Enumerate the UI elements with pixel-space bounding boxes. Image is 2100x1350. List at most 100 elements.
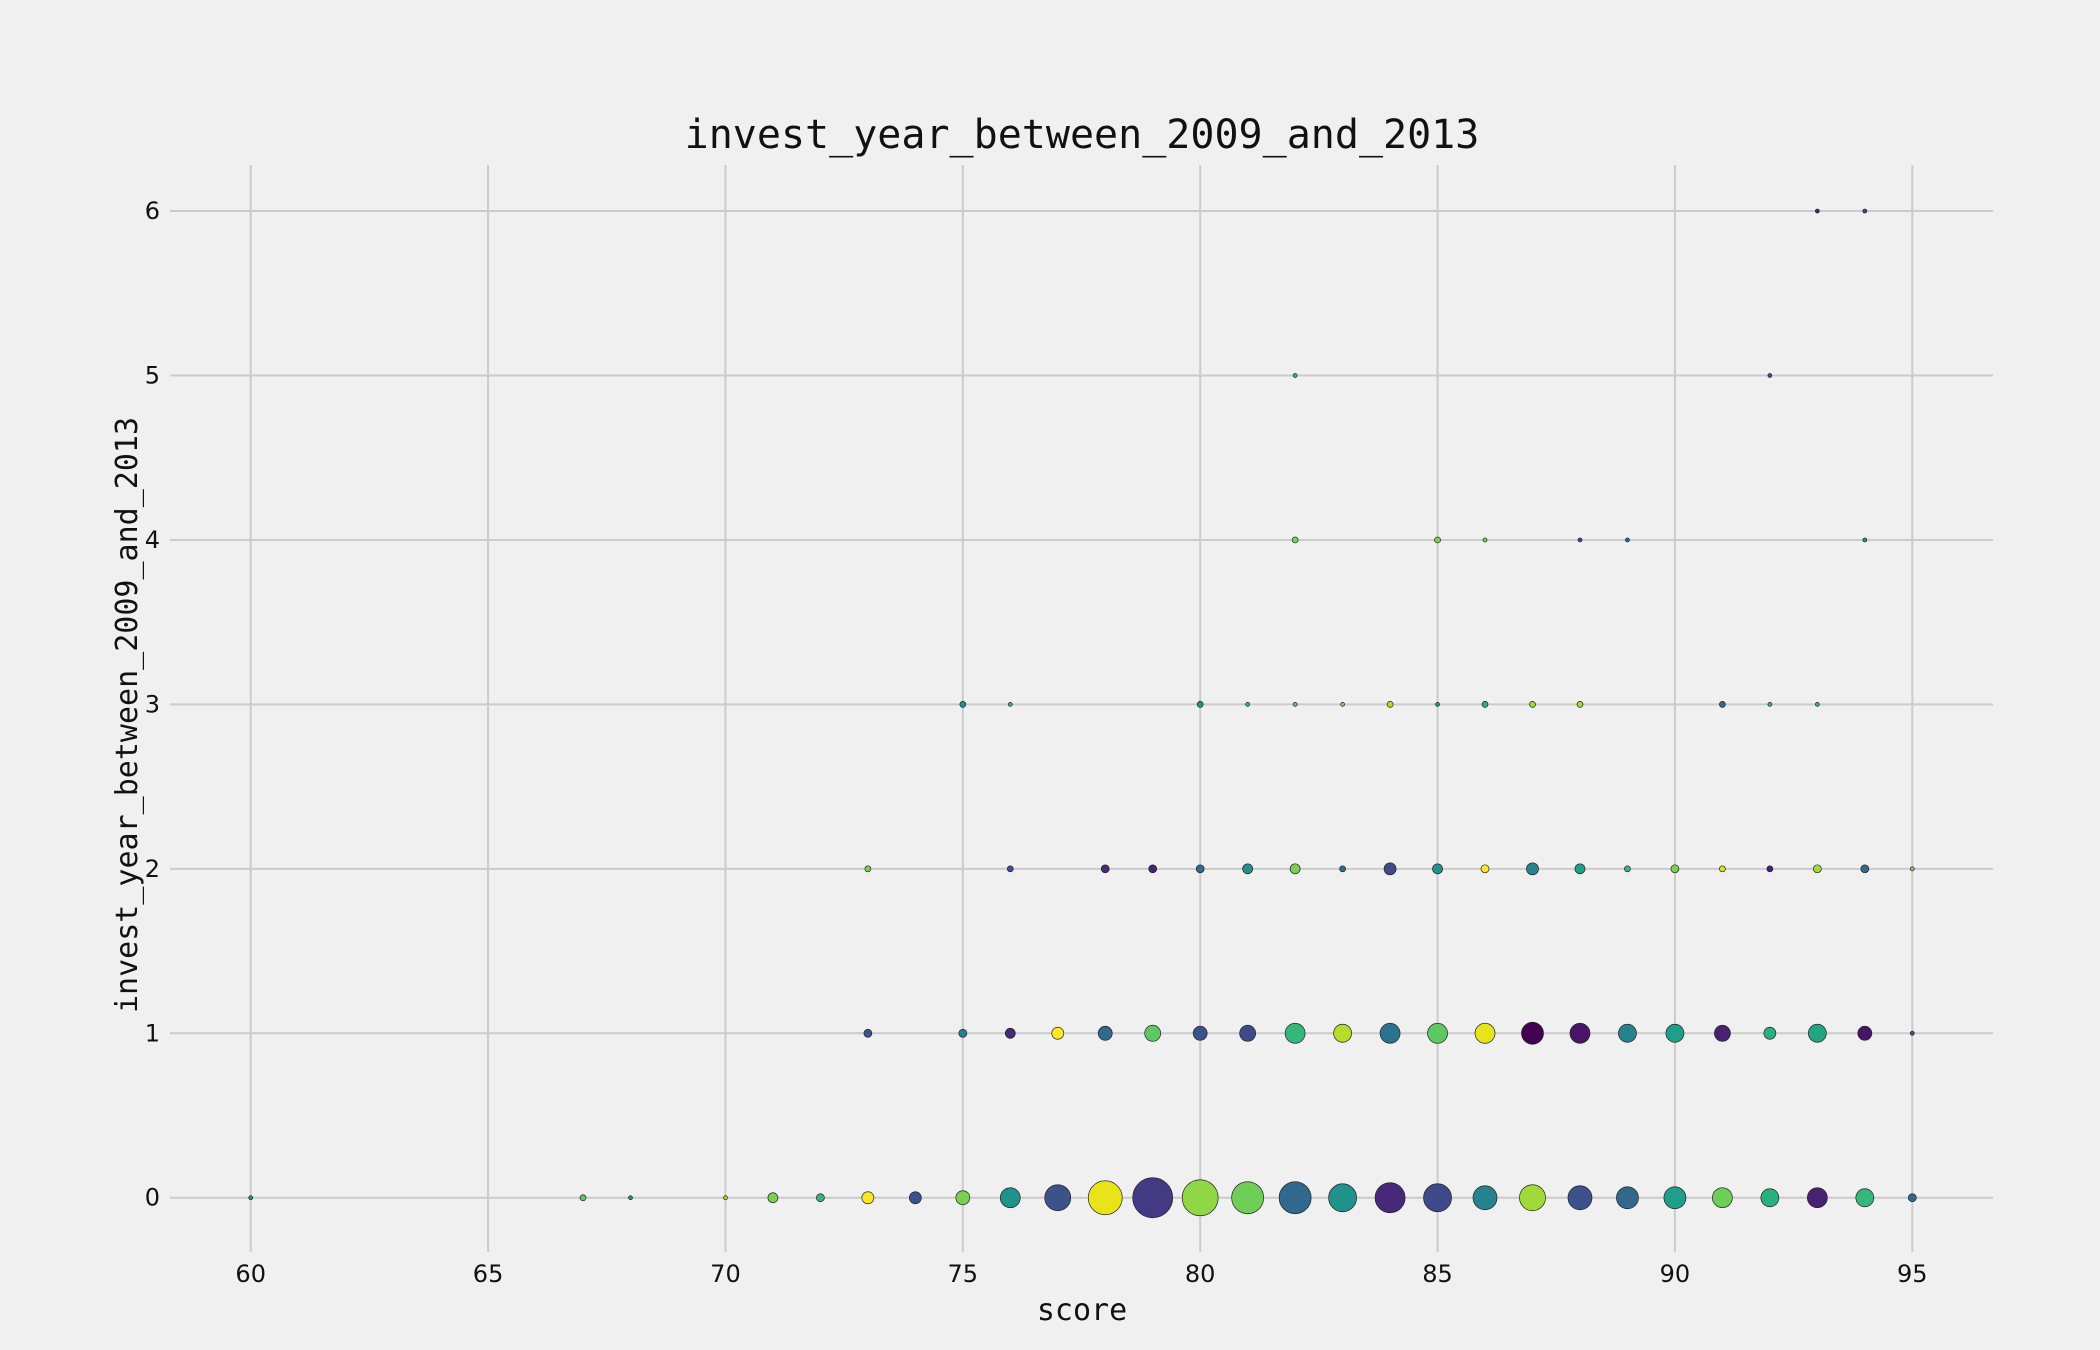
- scatter-point: [1577, 537, 1583, 543]
- scatter-point: [1862, 537, 1868, 543]
- scatter-point: [1004, 1027, 1016, 1039]
- scatter-point: [767, 1192, 779, 1204]
- scatter-point: [628, 1195, 633, 1201]
- x-tick-label: 80: [1185, 1260, 1216, 1288]
- scatter-point: [1195, 864, 1205, 874]
- scatter-point: [1855, 1188, 1875, 1208]
- y-tick-label: 1: [145, 1019, 160, 1047]
- y-tick-label: 0: [145, 1184, 160, 1212]
- scatter-point: [1519, 1184, 1546, 1212]
- scatter-point: [1482, 537, 1488, 543]
- scatter-point: [1044, 1184, 1072, 1212]
- scatter-point: [955, 1190, 971, 1206]
- scatter-point: [864, 865, 872, 873]
- scatter-point: [1766, 865, 1774, 873]
- scatter-point: [1857, 1025, 1873, 1041]
- scatter-point: [861, 1191, 875, 1205]
- y-axis-label: invest_year_between_2009_and_2013: [110, 417, 145, 1013]
- scatter-point: [1806, 1187, 1828, 1209]
- scatter-point: [579, 1194, 587, 1202]
- scatter-point: [1763, 1026, 1777, 1040]
- scatter-point: [1567, 1185, 1593, 1211]
- x-tick-label: 60: [235, 1260, 266, 1288]
- scatter-point: [1481, 701, 1489, 708]
- scatter-point: [1144, 1024, 1162, 1042]
- scatter-point: [1097, 1025, 1113, 1041]
- scatter-point: [1339, 865, 1346, 873]
- scatter-point: [1434, 536, 1441, 544]
- scatter-point: [723, 1195, 728, 1201]
- scatter-point: [1383, 862, 1397, 876]
- scatter-point: [248, 1195, 254, 1201]
- scatter-point: [1618, 1023, 1637, 1043]
- scatter-point: [1526, 862, 1539, 876]
- scatter-point: [1521, 1021, 1544, 1045]
- scatter-point: [1100, 864, 1110, 874]
- scatter-point: [1574, 863, 1586, 875]
- scatter-point: [1909, 1030, 1915, 1036]
- scatter-point: [1292, 702, 1298, 707]
- x-tick-label: 85: [1422, 1260, 1453, 1288]
- y-tick-label: 2: [145, 855, 160, 883]
- scatter-point: [1239, 1024, 1257, 1042]
- scatter-point: [1386, 701, 1394, 708]
- scatter-point: [1569, 1022, 1591, 1044]
- scatter-point: [1435, 702, 1440, 707]
- scatter-point: [1767, 702, 1773, 707]
- scatter-point: [1051, 1026, 1065, 1040]
- scatter-point: [1192, 1025, 1208, 1041]
- scatter-point: [1291, 536, 1299, 544]
- scatter-point: [1292, 373, 1298, 378]
- scatter-point: [1379, 1022, 1401, 1044]
- x-tick-label: 75: [948, 1260, 979, 1288]
- y-tick-label: 3: [145, 690, 160, 718]
- scatter-point: [1812, 864, 1822, 874]
- scatter-point: [1289, 863, 1301, 875]
- scatter-point: [1196, 701, 1204, 708]
- scatter-point: [1665, 1023, 1685, 1043]
- scatter-point: [1862, 208, 1868, 214]
- scatter-point: [1231, 1181, 1265, 1215]
- y-tick-label: 6: [145, 197, 160, 225]
- scatter-point: [1427, 1022, 1448, 1044]
- scatter-point: [1909, 866, 1915, 872]
- scatter-point: [1814, 208, 1820, 214]
- scatter-point: [1767, 373, 1773, 378]
- y-tick-label: 4: [145, 526, 160, 554]
- scatter-point: [1432, 863, 1443, 875]
- scatter-point: [1087, 1180, 1123, 1216]
- y-tick-label: 5: [145, 361, 160, 389]
- scatter-point: [1245, 702, 1251, 707]
- scatter-point: [1423, 1183, 1452, 1213]
- scatter-point: [1148, 864, 1158, 874]
- scatter-point: [1181, 1179, 1219, 1217]
- scatter-point: [1333, 1023, 1352, 1043]
- scatter-point: [1374, 1182, 1406, 1214]
- scatter-point: [1340, 702, 1345, 707]
- scatter-point: [1719, 865, 1726, 873]
- scatter-point: [1712, 1187, 1733, 1209]
- x-tick-label: 95: [1897, 1260, 1928, 1288]
- grid-layer: [170, 165, 1993, 1252]
- chart-title: invest_year_between_2009_and_2013: [685, 112, 1480, 158]
- scatter-point: [1132, 1177, 1174, 1219]
- scatter-point: [1714, 1024, 1731, 1042]
- scatter-point: [1663, 1186, 1687, 1210]
- x-tick-label: 70: [710, 1260, 741, 1288]
- scatter-point: [959, 701, 967, 708]
- scatter-point: [1278, 1181, 1312, 1215]
- scatter-point: [1860, 864, 1870, 874]
- x-axis-label: score: [1037, 1293, 1127, 1328]
- scatter-point: [1284, 1022, 1306, 1044]
- data-points-layer: [248, 208, 1917, 1219]
- scatter-point: [1006, 865, 1014, 873]
- scatter-point: [1760, 1188, 1780, 1208]
- scatter-point: [999, 1187, 1021, 1209]
- scatter-point: [1474, 1022, 1496, 1044]
- scatter-point: [1624, 865, 1631, 873]
- scatter-point: [1814, 702, 1820, 707]
- scatter-point: [816, 1193, 825, 1203]
- scatter-point: [1472, 1185, 1498, 1211]
